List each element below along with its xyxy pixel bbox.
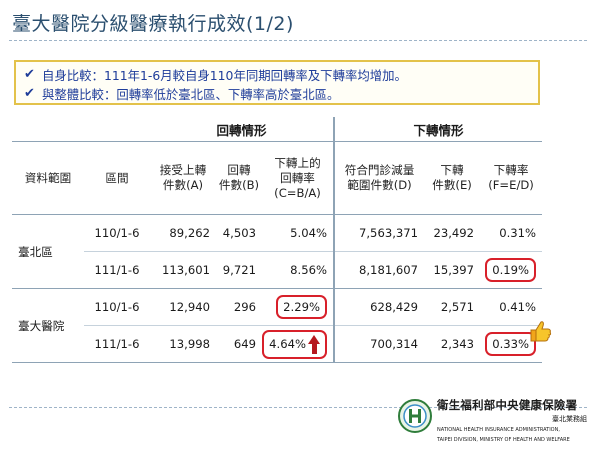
summary-line-self: ✔ 自身比較：111年1-6月較自身110年同期回轉率及下轉率均增加。 [24, 65, 530, 84]
row-group-ntuh: 臺大醫院 [12, 288, 84, 363]
thumbs-up-icon [530, 321, 552, 342]
check-icon: ✔ [24, 86, 35, 101]
accepted-cell: 12,940 [150, 288, 216, 326]
down-rate-cell: 0.33% [480, 325, 543, 363]
table-row: 111/1-6 13,998 649 4.64% 700,314 2,343 0… [12, 325, 543, 363]
table-group-spacer [12, 117, 150, 142]
up-arrow-icon [308, 334, 321, 354]
page-title: 臺大醫院分級醫療執行成效(1/2) [12, 13, 294, 35]
eligible-cell: 8,181,607 [334, 251, 425, 289]
col-header-return-rate: 下轉上的 回轉率 (C=B/A) [262, 141, 336, 215]
table-row: 臺北區 110/1-6 89,262 4,503 5.04% 7,563,371… [12, 214, 543, 289]
period-cell: 111/1-6 [84, 325, 150, 363]
returned-cell: 296 [216, 288, 262, 326]
table-row: 111/1-6 113,601 9,721 8.56% 8,181,607 15… [12, 251, 543, 289]
referral-table: 回轉情形 下轉情形 資料範圍 區間 接受上轉 件數(A) 回轉 件數(B) 下轉上的… [12, 117, 543, 363]
col-header-eligible: 符合門診減量 範圍件數(D) [334, 141, 425, 215]
down-rate-cell: 0.31% [480, 214, 543, 252]
eligible-cell: 700,314 [334, 325, 425, 363]
return-rate-cell: 5.04% [262, 214, 336, 252]
footer-divider [9, 407, 587, 408]
accepted-cell: 13,998 [150, 325, 216, 363]
highlight-circle: 0.33% [485, 332, 537, 356]
period-cell: 110/1-6 [84, 214, 150, 252]
highlight-circle: 4.64% [262, 329, 328, 359]
col-header-down-count: 下轉 件數(E) [424, 141, 481, 215]
return-rate-cell: 2.29% [262, 288, 336, 326]
returned-cell: 4,503 [216, 214, 262, 252]
summary-text-overall: 與整體比較：回轉率低於臺北區、下轉率高於臺北區。 [42, 86, 340, 102]
col-header-accepted: 接受上轉 件數(A) [150, 141, 216, 215]
highlight-circle: 0.19% [485, 258, 537, 282]
eligible-cell: 7,563,371 [334, 214, 425, 252]
returned-cell: 649 [216, 325, 262, 363]
down-rate-cell: 0.41% [480, 288, 543, 326]
down-count-cell: 2,343 [424, 325, 481, 363]
summary-text-self: 自身比較：111年1-6月較自身110年同期回轉率及下轉率均增加。 [42, 67, 407, 83]
summary-line-overall: ✔ 與整體比較：回轉率低於臺北區、下轉率高於臺北區。 [24, 84, 530, 103]
title-divider [9, 40, 587, 41]
nhi-logo-icon [398, 399, 432, 433]
col-header-period: 區間 [84, 141, 150, 215]
down-count-cell: 15,397 [424, 251, 481, 289]
highlight-circle: 2.29% [276, 295, 328, 319]
accepted-cell: 89,262 [150, 214, 216, 252]
down-count-cell: 2,571 [424, 288, 481, 326]
group-header-down: 下轉情形 [334, 117, 543, 142]
down-rate-cell: 0.19% [480, 251, 543, 289]
col-header-scope: 資料範圍 [12, 141, 84, 215]
down-count-cell: 23,492 [424, 214, 481, 252]
summary-box: ✔ 自身比較：111年1-6月較自身110年同期回轉率及下轉率均增加。 ✔ 與整… [14, 60, 540, 105]
column-header-row: 資料範圍 區間 接受上轉 件數(A) 回轉 件數(B) 下轉上的 回轉率 (C=B/A)… [12, 141, 543, 215]
group-header-up: 回轉情形 [150, 117, 336, 142]
agency-block: 衛生福利部中央健康保險署 臺北業務組 NATIONAL HEALTH INSUR… [437, 397, 587, 444]
agency-division-cn: 臺北業務組 [552, 415, 587, 423]
return-rate-cell: 4.64% [262, 325, 336, 363]
period-cell: 111/1-6 [84, 251, 150, 289]
eligible-cell: 628,429 [334, 288, 425, 326]
agency-name-cn: 衛生福利部中央健康保險署 [437, 398, 578, 412]
agency-name-en-2: TAIPEI DIVISION, MINISTRY OF HEALTH AND … [437, 437, 570, 443]
accepted-cell: 113,601 [150, 251, 216, 289]
table-row: 臺大醫院 110/1-6 12,940 296 2.29% 628,429 2,… [12, 288, 543, 363]
check-icon: ✔ [24, 67, 35, 82]
period-cell: 110/1-6 [84, 288, 150, 326]
agency-name-en-1: NATIONAL HEALTH INSURANCE ADMINISTRATION… [437, 427, 560, 433]
col-header-returned: 回轉 件數(B) [216, 141, 262, 215]
returned-cell: 9,721 [216, 251, 262, 289]
col-header-down-rate: 下轉率 (F=E/D) [480, 141, 543, 215]
row-group-taipei: 臺北區 [12, 214, 84, 289]
return-rate-cell: 8.56% [262, 251, 336, 289]
